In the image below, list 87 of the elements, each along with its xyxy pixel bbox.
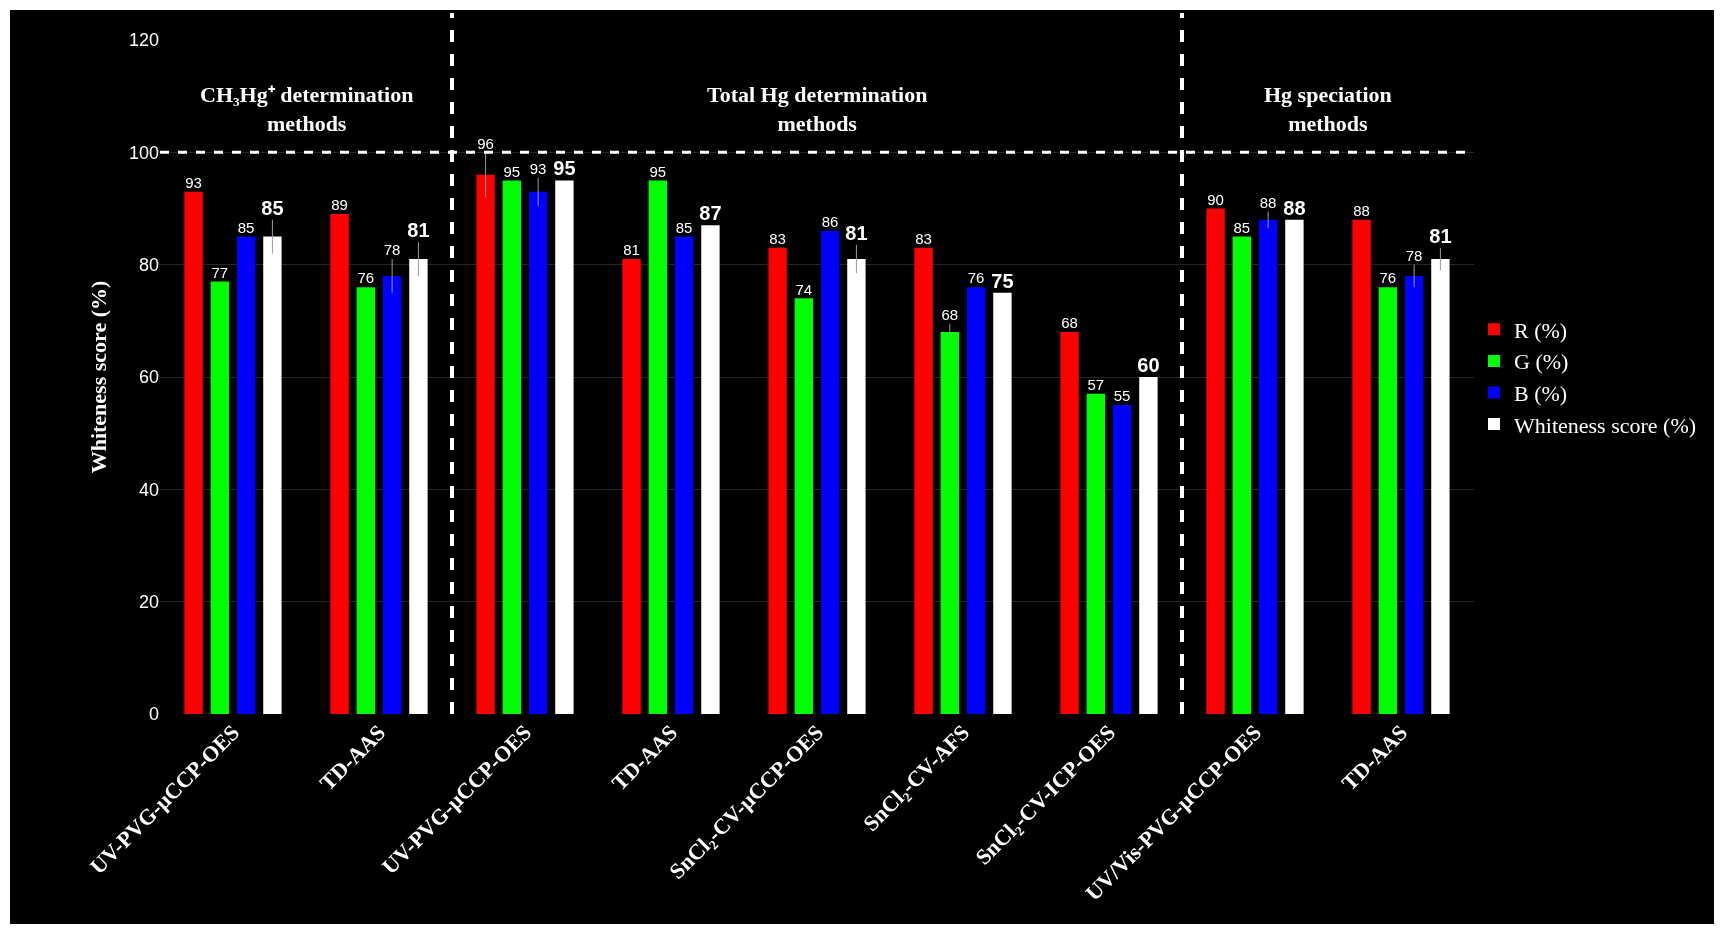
bar — [1139, 377, 1158, 714]
data-label: 81 — [1429, 224, 1452, 247]
y-axis-title: Whiteness score (%) — [86, 280, 111, 474]
data-label: 83 — [915, 230, 932, 248]
data-label: 88 — [1259, 193, 1277, 211]
data-label: 55 — [1113, 387, 1131, 405]
data-label: 87 — [699, 202, 722, 225]
data-label: 90 — [1207, 190, 1224, 208]
data-label: 57 — [1087, 376, 1105, 394]
bar — [476, 174, 495, 714]
bar — [236, 236, 256, 714]
bar — [502, 180, 522, 714]
data-label: 88 — [1353, 201, 1370, 219]
bar — [701, 225, 720, 714]
y-tick-label: 100 — [128, 142, 159, 163]
bar — [1206, 208, 1225, 714]
legend-label: Whiteness score (%) — [1514, 412, 1697, 438]
bar — [1112, 405, 1132, 714]
data-label: 85 — [675, 218, 693, 236]
data-label: 60 — [1137, 354, 1160, 376]
data-label: 96 — [477, 134, 494, 152]
data-label: 68 — [1061, 314, 1078, 332]
bar — [356, 287, 376, 714]
data-label: 75 — [991, 269, 1014, 292]
bar — [1378, 287, 1398, 714]
bar — [914, 247, 933, 714]
bar — [1086, 393, 1106, 714]
y-tick-label: 60 — [138, 367, 159, 388]
y-tick-label: 120 — [128, 30, 159, 51]
bar — [263, 236, 282, 714]
bar — [940, 332, 960, 714]
bar — [1258, 219, 1278, 714]
data-label: 88 — [1283, 196, 1306, 219]
data-label: 81 — [845, 222, 868, 245]
data-label: 85 — [261, 196, 284, 219]
data-label: 81 — [407, 219, 430, 242]
bar — [1404, 275, 1424, 714]
data-label: 95 — [553, 157, 576, 180]
bar — [1352, 219, 1371, 714]
data-label: 85 — [237, 218, 255, 236]
y-tick-label: 80 — [138, 254, 159, 275]
annotation: Total Hg determination methods — [707, 82, 928, 136]
data-label: 76 — [1379, 269, 1397, 287]
y-tick-label: 0 — [148, 704, 159, 725]
annotation: CH₃Hg⁺ determination methods — [200, 82, 414, 136]
data-label: 68 — [941, 305, 959, 323]
bar — [648, 180, 668, 714]
data-label: 86 — [821, 213, 839, 231]
bar — [555, 180, 574, 714]
bar — [622, 259, 641, 714]
data-label: 93 — [185, 173, 202, 191]
bar — [1232, 236, 1252, 714]
bar — [528, 191, 548, 714]
data-label: 95 — [503, 162, 521, 180]
bar — [330, 214, 349, 714]
data-label: 83 — [769, 230, 786, 248]
bar — [966, 287, 986, 714]
bar — [794, 298, 814, 714]
bar — [1431, 259, 1450, 714]
bar — [382, 275, 402, 714]
data-label: 76 — [967, 269, 985, 287]
legend-label: R (%) — [1514, 317, 1568, 343]
bar — [847, 259, 866, 714]
bar — [674, 236, 694, 714]
data-label: 81 — [623, 241, 640, 259]
bar — [1060, 332, 1079, 714]
data-label: 89 — [331, 196, 348, 214]
data-label: 85 — [1233, 218, 1251, 236]
bar — [768, 247, 787, 714]
data-label: 93 — [529, 159, 547, 177]
data-label: 95 — [649, 162, 667, 180]
bar — [409, 259, 428, 714]
data-label: 76 — [357, 269, 375, 287]
data-label: 74 — [795, 280, 813, 298]
bar — [210, 281, 230, 714]
data-label: 78 — [383, 241, 401, 259]
bar — [820, 230, 840, 714]
bar — [993, 292, 1012, 714]
legend-label: G (%) — [1514, 349, 1569, 375]
data-label: 78 — [1405, 246, 1423, 264]
y-tick-label: 20 — [138, 591, 159, 612]
annotation: Hg speciation methods — [1264, 82, 1392, 136]
y-tick-label: 40 — [138, 479, 159, 500]
legend-label: B (%) — [1514, 381, 1568, 407]
bar — [184, 191, 203, 714]
data-label: 77 — [211, 263, 229, 281]
bar — [1285, 219, 1304, 714]
